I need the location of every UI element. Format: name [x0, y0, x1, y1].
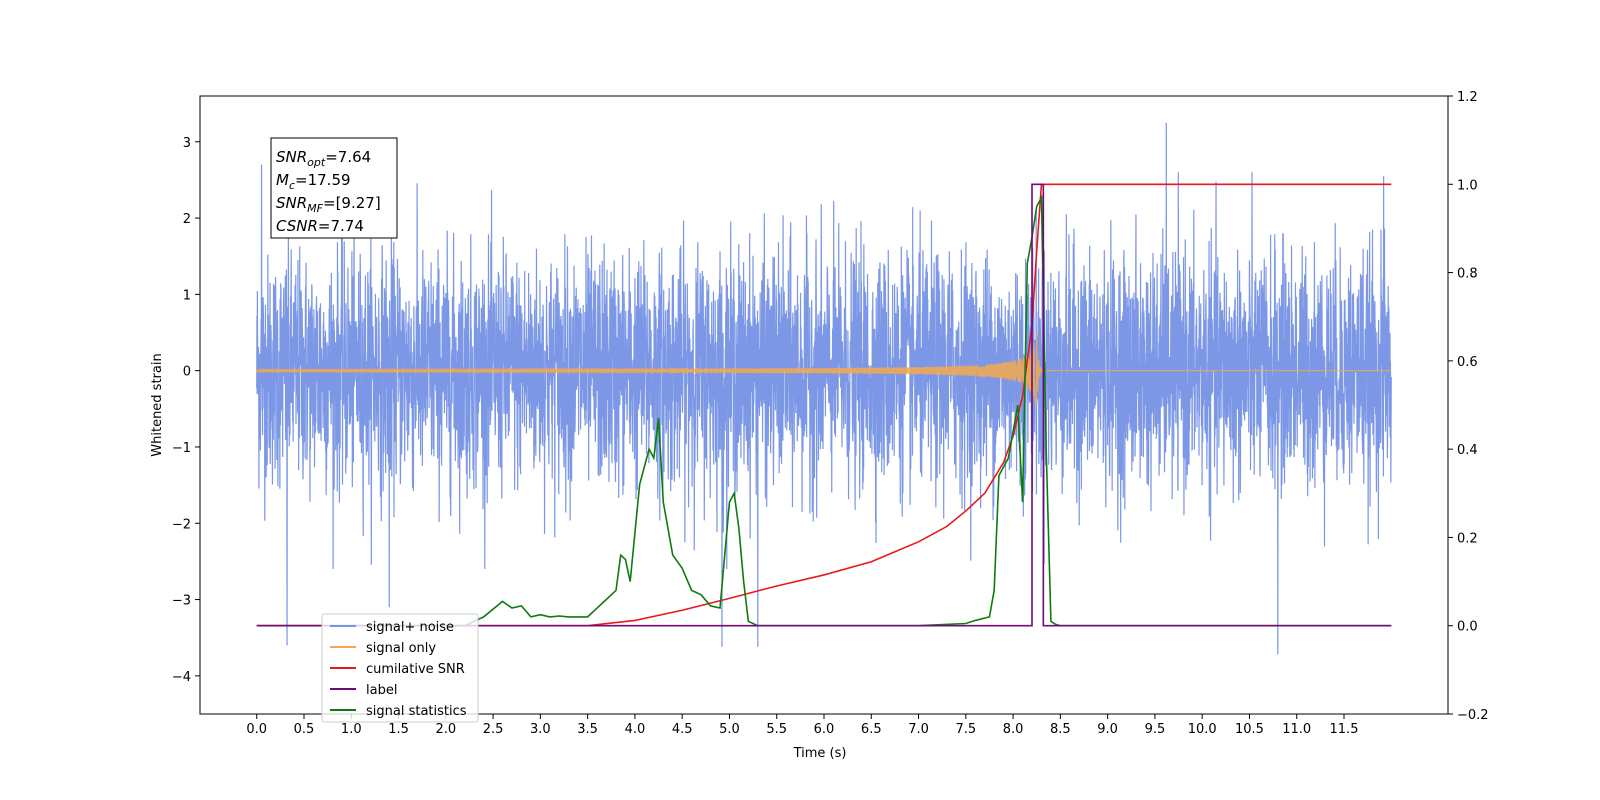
- legend-entry: signal+ noise: [366, 620, 454, 635]
- x-tick-label: 10.0: [1188, 722, 1217, 737]
- x-tick-label: 9.0: [1097, 722, 1118, 737]
- y-tick-label: −4: [172, 670, 191, 685]
- legend-entry: signal only: [366, 641, 436, 656]
- stats-line: SNRopt=7.64: [276, 148, 371, 169]
- x-tick-label: 11.5: [1330, 722, 1359, 737]
- x-tick-label: 6.5: [861, 722, 882, 737]
- legend-entry: signal statistics: [366, 704, 467, 719]
- y-tick-label: 0: [183, 365, 191, 380]
- x-tick-label: 10.5: [1235, 722, 1264, 737]
- legend: signal+ noise signal only cumilative SNR la…: [321, 613, 479, 723]
- x-tick-label: 8.0: [1003, 722, 1024, 737]
- x-tick-label: 3.5: [577, 722, 598, 737]
- x-tick-label: 0.0: [246, 722, 267, 737]
- x-tick-label: 9.5: [1145, 722, 1166, 737]
- x-tick-label: 0.5: [294, 722, 315, 737]
- y-axis-label: Whitened strain: [150, 353, 165, 456]
- x-tick-label: 1.5: [388, 722, 409, 737]
- y2-tick-label: 0.8: [1457, 267, 1478, 282]
- y-tick-label: 2: [183, 212, 191, 227]
- x-axis: 0.0 0.5 1.0 1.5 2.0 2.5 3.0 3.5 4.0 4.5 5.0 5.5 6.0 6…: [246, 714, 1358, 737]
- x-tick-label: 7.5: [955, 722, 976, 737]
- legend-entry: cumilative SNR: [366, 662, 465, 677]
- x-tick-label: 7.0: [908, 722, 929, 737]
- y2-tick-label: 0.6: [1457, 355, 1478, 370]
- y-tick-label: 3: [183, 136, 191, 151]
- stats-line: Mc=17.59: [276, 171, 351, 192]
- y-tick-label: 1: [183, 288, 191, 303]
- legend-frame: [321, 613, 479, 723]
- stats-line: CSNR=7.74: [276, 217, 364, 235]
- series-signal-only-line: [256, 332, 1392, 406]
- x-tick-label: 1.0: [341, 722, 362, 737]
- y2-tick-label: 0.4: [1457, 443, 1478, 458]
- y2-tick-label: 0.2: [1457, 531, 1478, 546]
- x-tick-label: 4.5: [672, 722, 693, 737]
- y-axis-left: 3 2 1 0 −1 −2 −3 −4: [172, 136, 200, 685]
- y-tick-label: −3: [172, 594, 191, 609]
- x-tick-label: 2.0: [435, 722, 456, 737]
- y2-tick-label: 0.0: [1457, 620, 1478, 635]
- y-axis-right: 1.2 1.0 0.8 0.6 0.4 0.2 0.0 −0.2: [1448, 90, 1489, 723]
- x-tick-label: 5.0: [719, 722, 740, 737]
- series-signal-statistics-line: [256, 194, 1392, 627]
- x-axis-label: Time (s): [793, 746, 847, 761]
- y2-tick-label: 1.0: [1457, 178, 1478, 193]
- series-label-line: [256, 183, 1392, 627]
- series-cumilative-snr-line: [256, 183, 1392, 627]
- stats-line: SNRMF=[9.27]: [276, 194, 381, 215]
- series-signal-noise-line: [256, 122, 1392, 655]
- x-tick-label: 6.0: [814, 722, 835, 737]
- y-tick-label: −2: [172, 517, 191, 532]
- x-tick-label: 3.0: [530, 722, 551, 737]
- x-tick-label: 2.5: [483, 722, 504, 737]
- plot-area: [256, 122, 1392, 655]
- x-tick-label: 8.5: [1050, 722, 1071, 737]
- y-tick-label: −1: [172, 441, 191, 456]
- y2-tick-label: 1.2: [1457, 90, 1478, 105]
- y2-tick-label: −0.2: [1457, 708, 1489, 723]
- x-tick-label: 11.0: [1282, 722, 1311, 737]
- stats-box-frame: [270, 137, 398, 239]
- x-tick-label: 4.0: [625, 722, 646, 737]
- legend-entry: label: [366, 683, 397, 698]
- x-tick-label: 5.5: [766, 722, 787, 737]
